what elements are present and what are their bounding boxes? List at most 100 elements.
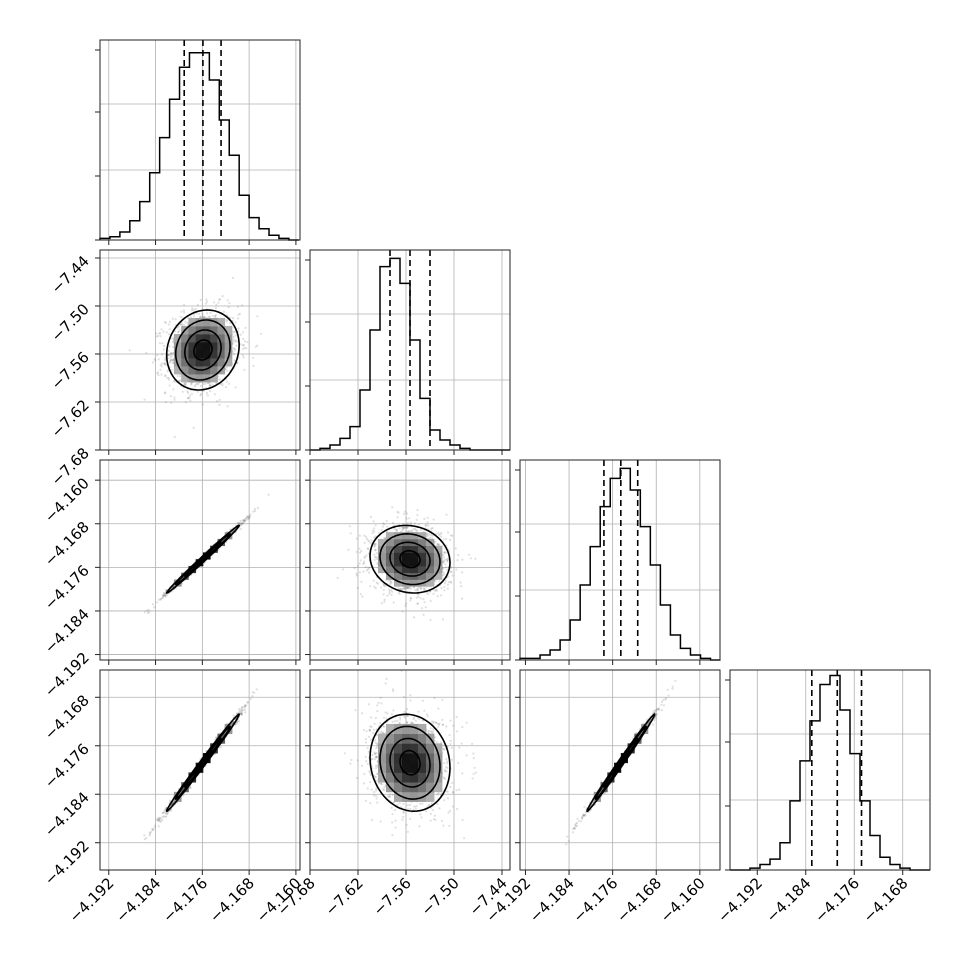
scatter-point	[183, 383, 186, 386]
scatter-point	[401, 529, 404, 532]
scatter-point	[461, 571, 464, 574]
scatter-point	[194, 307, 197, 311]
density-cell	[434, 552, 443, 560]
scatter-point	[177, 331, 180, 334]
scatter-point	[368, 571, 371, 574]
scatter-point	[383, 600, 386, 603]
scatter-point	[239, 523, 243, 526]
scatter-point	[359, 593, 362, 596]
scatter-point	[442, 560, 445, 563]
scatter-point	[460, 585, 463, 588]
scatter-point	[424, 524, 427, 527]
scatter-point	[242, 521, 245, 524]
scatter-point	[157, 334, 160, 337]
scatter-point	[446, 559, 449, 562]
y-tick-label: −4.184	[41, 605, 93, 657]
contour-line	[369, 524, 451, 594]
scatter-point	[408, 517, 411, 520]
scatter-point	[154, 359, 157, 362]
scatter-point	[243, 340, 246, 343]
scatter-point	[241, 522, 244, 525]
scatter-point	[413, 522, 416, 525]
density-cell	[202, 318, 211, 327]
scatter-point	[417, 595, 420, 598]
scatter-point	[218, 403, 221, 406]
scatter-point	[382, 593, 385, 596]
scatter-point	[355, 572, 358, 575]
density-cell	[173, 350, 182, 359]
x-tick-label: −4.192	[66, 874, 118, 926]
scatter-point	[367, 566, 370, 569]
scatter-point	[402, 526, 405, 529]
scatter-point	[395, 528, 399, 531]
scatter-point	[419, 587, 422, 590]
scatter-point	[157, 358, 160, 361]
scatter-point	[406, 522, 409, 525]
scatter-point	[169, 357, 172, 360]
scatter-point	[437, 531, 440, 535]
scatter-point	[240, 523, 243, 526]
scatter-point	[417, 523, 420, 526]
scatter-point	[373, 527, 376, 530]
scatter-point	[256, 315, 259, 318]
density-cell	[402, 552, 411, 560]
scatter-point	[164, 391, 167, 394]
scatter-point	[365, 554, 368, 557]
scatter-point	[221, 295, 224, 298]
scatter-point	[218, 398, 221, 401]
scatter-point	[454, 547, 457, 550]
scatter-point	[162, 348, 165, 351]
density-cell	[181, 374, 189, 383]
y-tick-label: −7.56	[48, 348, 93, 393]
scatter-point	[192, 308, 195, 311]
panel-content	[336, 506, 477, 622]
density-cell	[418, 559, 427, 567]
scatter-point	[443, 573, 446, 576]
scatter-point	[461, 558, 464, 561]
scatter-point	[406, 586, 409, 589]
scatter-point	[167, 323, 170, 326]
scatter-point	[416, 514, 419, 517]
scatter-point	[160, 328, 163, 331]
scatter-point	[252, 356, 255, 359]
scatter-point	[445, 558, 448, 561]
scatter-point	[179, 315, 182, 318]
scatter-point	[189, 399, 192, 402]
scatter-point	[199, 316, 202, 319]
density-cell	[418, 565, 427, 574]
scatter-point	[252, 510, 255, 513]
scatter-point	[171, 358, 174, 361]
scatter-point	[409, 597, 412, 600]
scatter-point	[159, 332, 162, 335]
scatter-point	[360, 580, 363, 583]
scatter-point	[214, 313, 218, 317]
scatter-point	[243, 518, 246, 522]
scatter-point	[226, 405, 229, 408]
scatter-point	[172, 345, 175, 349]
scatter-point	[242, 356, 245, 359]
scatter-point	[198, 312, 201, 315]
scatter-point	[267, 493, 270, 496]
scatter-point	[174, 318, 177, 321]
scatter-point	[209, 385, 212, 388]
density-cell	[402, 579, 411, 587]
density-cell	[394, 538, 403, 547]
scatter-point	[170, 358, 173, 361]
density-cell	[210, 342, 218, 351]
scatter-point	[358, 562, 361, 565]
scatter-point	[172, 359, 175, 362]
scatter-point	[402, 586, 405, 589]
x-tick-label: −4.168	[206, 874, 258, 926]
scatter-point	[245, 347, 248, 350]
scatter-point	[393, 527, 396, 531]
scatter-point	[359, 551, 362, 554]
scatter-point	[214, 314, 217, 318]
scatter-point	[188, 396, 191, 399]
scatter-point	[211, 314, 215, 317]
scatter-point	[440, 531, 443, 535]
scatter-point	[450, 581, 453, 584]
scatter-point	[406, 587, 409, 590]
scatter-point	[167, 376, 170, 380]
scatter-point	[201, 403, 205, 406]
